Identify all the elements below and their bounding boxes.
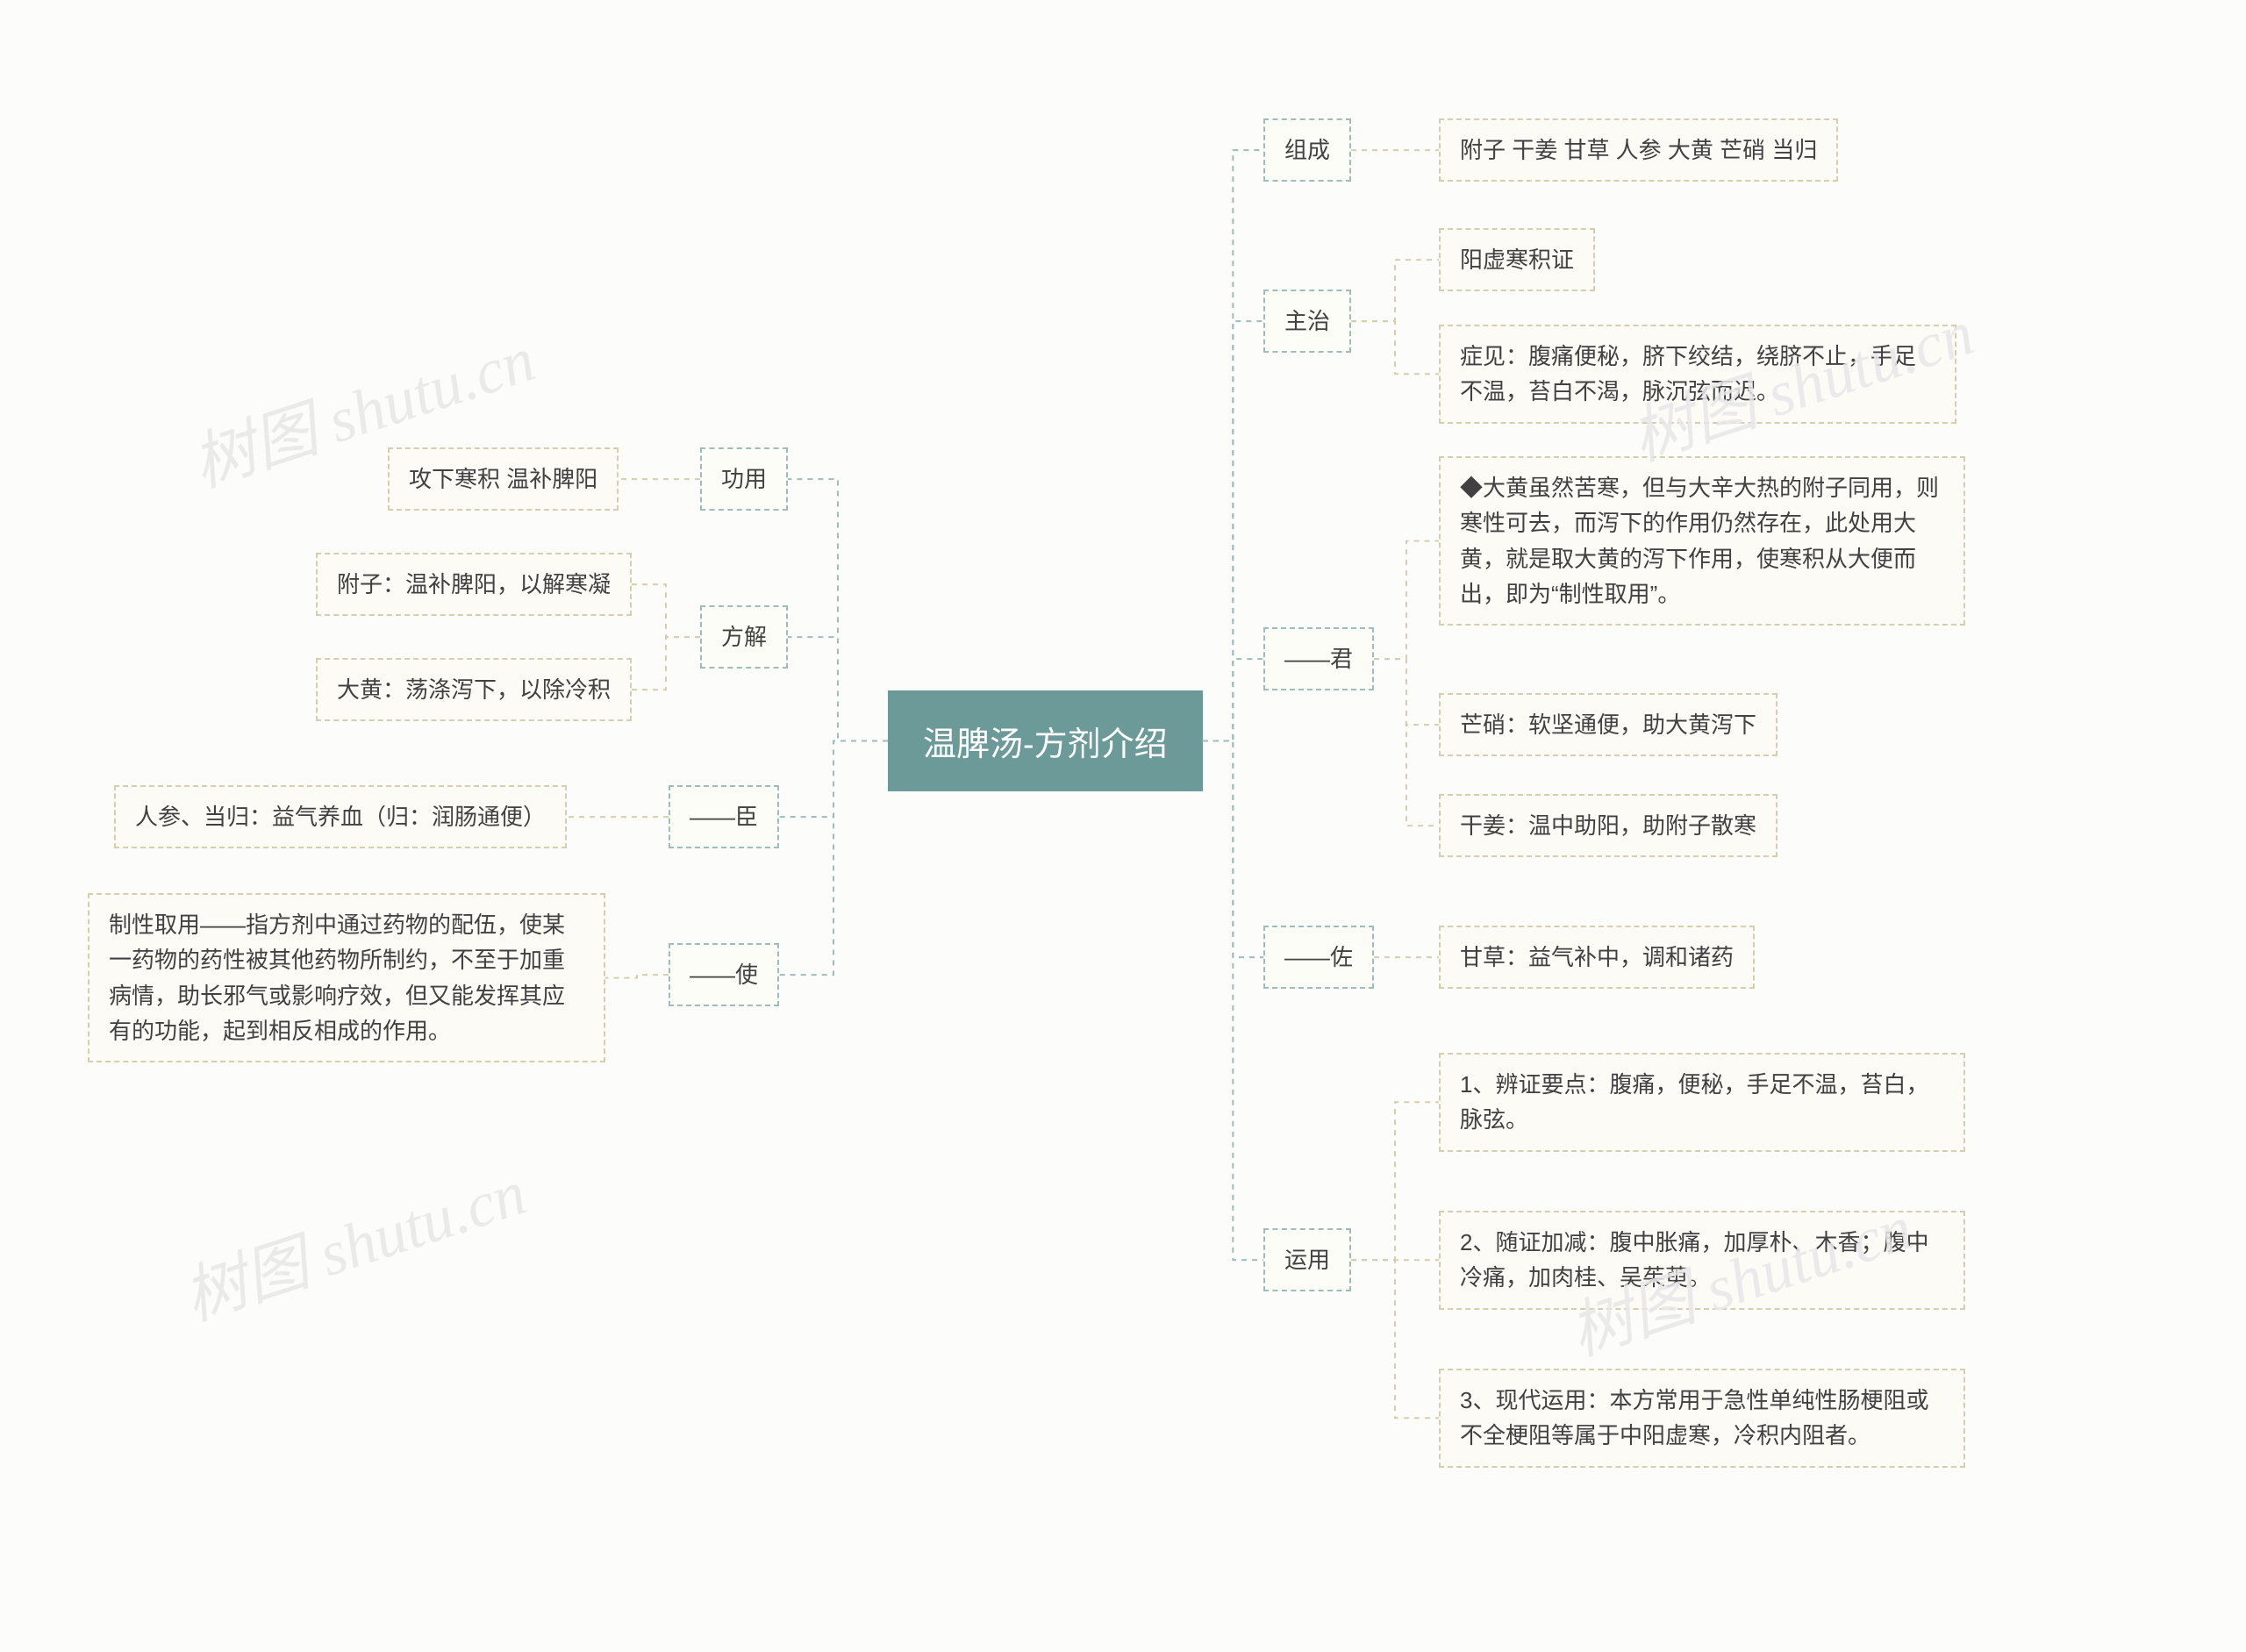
- branch-jun: ——君: [1263, 627, 1374, 690]
- leaf-gongyong: 攻下寒积 温补脾阳: [388, 447, 619, 511]
- branch-label: 功用: [721, 466, 767, 492]
- leaf-fangjie-2: 大黄：荡涤泻下，以除冷积: [316, 658, 632, 721]
- branch-label: 主治: [1284, 308, 1330, 334]
- leaf-text: 阳虚寒积证: [1460, 247, 1574, 273]
- leaf-text: 攻下寒积 温补脾阳: [409, 466, 597, 492]
- leaf-text: 芒硝：软坚通便，助大黄泻下: [1460, 712, 1756, 738]
- leaf-text: 制性取用——指方剂中通过药物的配伍，使某一药物的药性被其他药物所制约，不至于加重…: [109, 912, 565, 1044]
- leaf-text: 3、现代运用：本方常用于急性单纯性肠梗阻或不全梗阻等属于中阳虚寒，冷积内阻者。: [1460, 1387, 1928, 1448]
- leaf-chen: 人参、当归：益气养血（归：润肠通便）: [114, 785, 567, 848]
- root-label: 温脾汤-方剂介绍: [923, 726, 1168, 763]
- leaf-yunyong-1: 1、辨证要点：腹痛，便秘，手足不温，苔白，脉弦。: [1439, 1053, 1965, 1152]
- branch-label: 方解: [721, 624, 767, 650]
- branch-label: 组成: [1284, 137, 1330, 163]
- leaf-text: 附子：温补脾阳，以解寒凝: [337, 571, 611, 597]
- mindmap-canvas: 温脾汤-方剂介绍 功用 攻下寒积 温补脾阳 方解 附子：温补脾阳，以解寒凝 大黄…: [0, 0, 2246, 1652]
- branch-fangjie: 方解: [700, 605, 788, 669]
- branch-zucheng: 组成: [1263, 118, 1351, 182]
- leaf-jun-2: 芒硝：软坚通便，助大黄泻下: [1439, 693, 1777, 756]
- branch-zuo: ——佐: [1263, 926, 1374, 989]
- leaf-text: 2、随证加减：腹中胀痛，加厚朴、木香；腹中冷痛，加肉桂、吴茱萸。: [1460, 1229, 1928, 1291]
- leaf-shi: 制性取用——指方剂中通过药物的配伍，使某一药物的药性被其他药物所制约，不至于加重…: [88, 893, 605, 1062]
- leaf-text: 1、辨证要点：腹痛，便秘，手足不温，苔白，脉弦。: [1460, 1071, 1928, 1133]
- leaf-zuo: 甘草：益气补中，调和诸药: [1439, 926, 1755, 989]
- branch-label: ——佐: [1284, 944, 1353, 970]
- branch-zhuzhi: 主治: [1263, 290, 1351, 353]
- leaf-yunyong-3: 3、现代运用：本方常用于急性单纯性肠梗阻或不全梗阻等属于中阳虚寒，冷积内阻者。: [1439, 1369, 1965, 1468]
- branch-label: ——君: [1284, 646, 1353, 672]
- branch-label: ——使: [690, 962, 758, 988]
- branch-label: ——臣: [690, 804, 758, 830]
- leaf-text: 甘草：益气补中，调和诸药: [1460, 944, 1734, 970]
- leaf-jun-3: 干姜：温中助阳，助附子散寒: [1439, 794, 1777, 857]
- leaf-jun-1: ◆大黄虽然苦寒，但与大辛大热的附子同用，则寒性可去，而泻下的作用仍然存在，此处用…: [1439, 456, 1965, 626]
- leaf-zhuzhi-1: 阳虚寒积证: [1439, 228, 1595, 291]
- leaf-zucheng: 附子 干姜 甘草 人参 大黄 芒硝 当归: [1439, 118, 1838, 182]
- leaf-text: 症见：腹痛便秘，脐下绞结，绕脐不止，手足不温，苔白不渴，脉沉弦而迟。: [1460, 343, 1916, 404]
- branch-shi: ——使: [669, 943, 779, 1006]
- leaf-fangjie-1: 附子：温补脾阳，以解寒凝: [316, 553, 632, 616]
- leaf-text: ◆大黄虽然苦寒，但与大辛大热的附子同用，则寒性可去，而泻下的作用仍然存在，此处用…: [1460, 475, 1939, 607]
- branch-chen: ——臣: [669, 785, 779, 848]
- branch-label: 运用: [1284, 1247, 1330, 1273]
- branch-yunyong: 运用: [1263, 1228, 1351, 1291]
- watermark: 树图 shutu.cn: [170, 1141, 536, 1338]
- leaf-text: 大黄：荡涤泻下，以除冷积: [337, 676, 611, 703]
- leaf-text: 附子 干姜 甘草 人参 大黄 芒硝 当归: [1460, 137, 1817, 163]
- leaf-yunyong-2: 2、随证加减：腹中胀痛，加厚朴、木香；腹中冷痛，加肉桂、吴茱萸。: [1439, 1211, 1965, 1310]
- leaf-text: 人参、当归：益气养血（归：润肠通便）: [135, 804, 546, 830]
- leaf-zhuzhi-2: 症见：腹痛便秘，脐下绞结，绕脐不止，手足不温，苔白不渴，脉沉弦而迟。: [1439, 325, 1956, 424]
- branch-gongyong: 功用: [700, 447, 788, 511]
- leaf-text: 干姜：温中助阳，助附子散寒: [1460, 812, 1756, 839]
- root-node: 温脾汤-方剂介绍: [888, 690, 1203, 791]
